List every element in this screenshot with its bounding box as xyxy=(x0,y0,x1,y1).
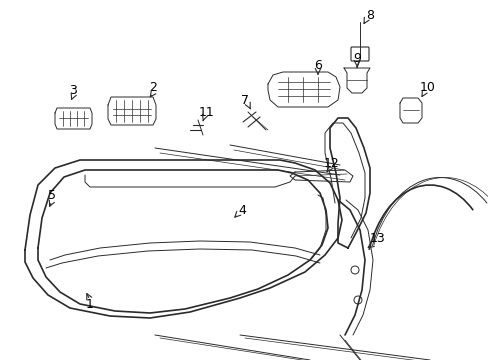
Text: 6: 6 xyxy=(313,59,321,72)
Text: 8: 8 xyxy=(365,9,373,22)
Text: 2: 2 xyxy=(149,81,157,94)
Text: 7: 7 xyxy=(241,94,248,107)
Text: 10: 10 xyxy=(419,81,435,94)
Text: 12: 12 xyxy=(324,157,339,170)
Text: 11: 11 xyxy=(199,105,214,118)
Text: 13: 13 xyxy=(369,231,385,244)
Text: 5: 5 xyxy=(48,189,56,202)
Text: 9: 9 xyxy=(352,51,360,64)
Text: 4: 4 xyxy=(238,203,245,216)
Text: 1: 1 xyxy=(86,298,94,311)
Text: 3: 3 xyxy=(69,84,77,96)
FancyBboxPatch shape xyxy=(350,47,368,61)
